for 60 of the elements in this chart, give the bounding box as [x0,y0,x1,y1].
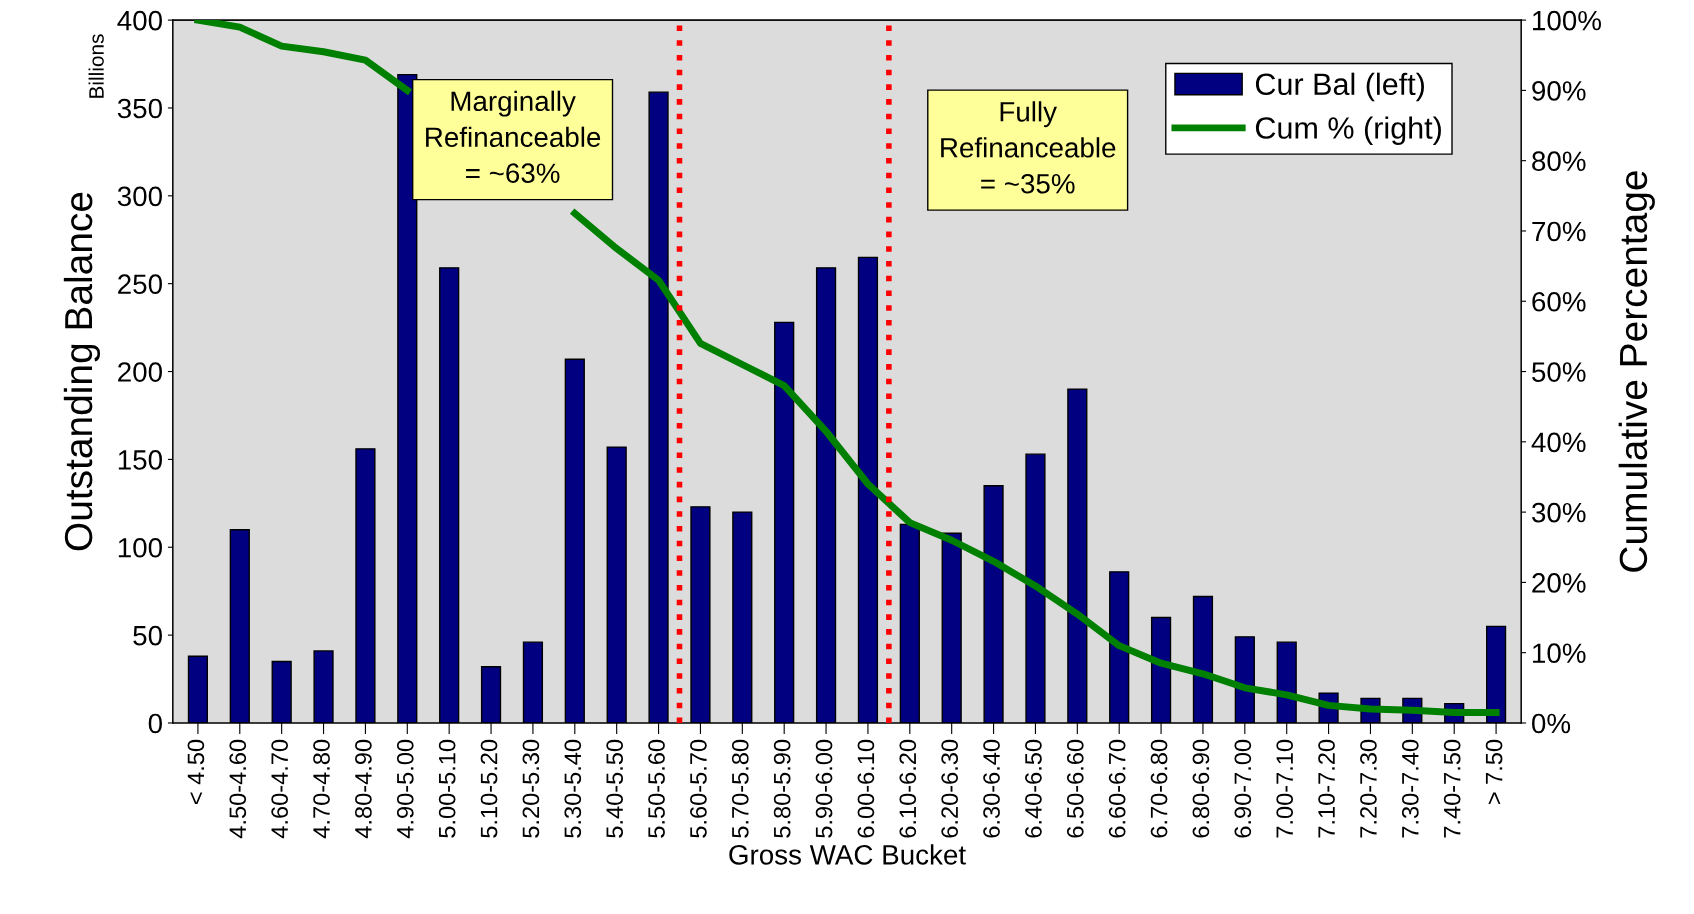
y-tick-label: 400 [117,10,162,31]
y-tick-label: 350 [117,98,162,119]
x-tick-label: 7.10-7.20 [1318,739,1335,838]
y-tick-label: 200 [118,362,162,382]
x-tick-label: 4.60-4.70 [271,739,289,839]
y-tick-label: 250 [118,274,162,295]
y-tick-label: 50 [133,625,162,646]
x-tick-label: 6.00-6.10 [857,739,875,838]
y2-tick-label: 20% [1532,573,1586,593]
x-tick-label: 5.80-5.90 [773,739,791,838]
x-tick-label: 6.20-6.30 [941,739,959,838]
x-tick-label: 5.60-5.70 [690,739,707,838]
y-tick-label: 0 [148,713,162,734]
y2-tick-label: 30% [1531,502,1586,523]
y-tick-label: 300 [117,186,162,207]
y-tick-label: 100 [118,537,162,558]
y2-tick-label: 60% [1532,291,1586,312]
text: Billions [88,34,104,98]
x-tick-label: 6.70-6.80 [1150,739,1168,838]
annotation: Marginally Refinanceable = ~63% [426,90,601,184]
x-tick-label: 6.60-6.70 [1108,739,1126,838]
x-tick-label: 5.30-5.40 [564,739,582,838]
x-tick-label: < 4.50 [187,739,205,805]
x-tick-label: 7.20-7.30 [1360,739,1377,838]
x-tick-label: 7.40-7.50 [1443,739,1461,838]
x-tick-label: 5.50-5.60 [648,739,665,838]
x-tick-label: 7.30-7.40 [1401,739,1419,838]
y2-tick-label: 80% [1532,151,1586,172]
y2-tick-label: 0% [1532,713,1571,734]
x-axis-title: Gross WAC Bucket [729,844,966,865]
x-tick-label: 5.70-5.80 [731,739,749,838]
y2-tick-label: 90% [1532,81,1586,101]
x-tick-label: 6.10-6.20 [899,739,917,838]
y-axis-title: Outstanding Balance [63,192,101,551]
x-tick-label: 5.90-6.00 [815,739,833,838]
x-tick-label: 7.00-7.10 [1276,739,1294,838]
x-tick-label: 6.50-6.60 [1066,739,1084,838]
x-tick-label: 4.50-4.60 [229,739,247,839]
x-tick-label: 6.90-7.00 [1234,739,1252,838]
x-tick-label: 4.80-4.90 [355,739,372,839]
annotation: Fully Refinanceable = ~35% [941,101,1116,194]
x-tick-label: 4.70-4.80 [313,739,330,839]
x-tick-label: 6.40-6.50 [1025,739,1042,838]
y2-axis-title: Cumulative Percentage [1618,171,1655,572]
x-tick-label: 5.00-5.10 [438,739,456,838]
x-tick-label: 5.20-5.30 [522,739,540,838]
y-tick-label: 150 [118,450,162,470]
x-tick-label: 5.10-5.20 [480,739,498,838]
y2-tick-label: 40% [1531,432,1586,453]
x-tick-label: 6.80-6.90 [1192,739,1210,838]
legend-label: Cur Bal (left) [1255,72,1424,102]
x-tick-label: 5.40-5.50 [606,739,624,838]
legend-label: Cum % (right) [1255,116,1441,145]
x-tick-label: 6.30-6.40 [983,739,1000,838]
y2-tick-label: 10% [1533,643,1586,664]
y2-tick-label: 100% [1533,10,1601,31]
y2-tick-label: 50% [1532,362,1586,382]
x-tick-label: > 7.50 [1485,739,1503,805]
y2-tick-label: 70% [1532,221,1586,242]
x-tick-label: 4.90-5.00 [396,739,414,839]
